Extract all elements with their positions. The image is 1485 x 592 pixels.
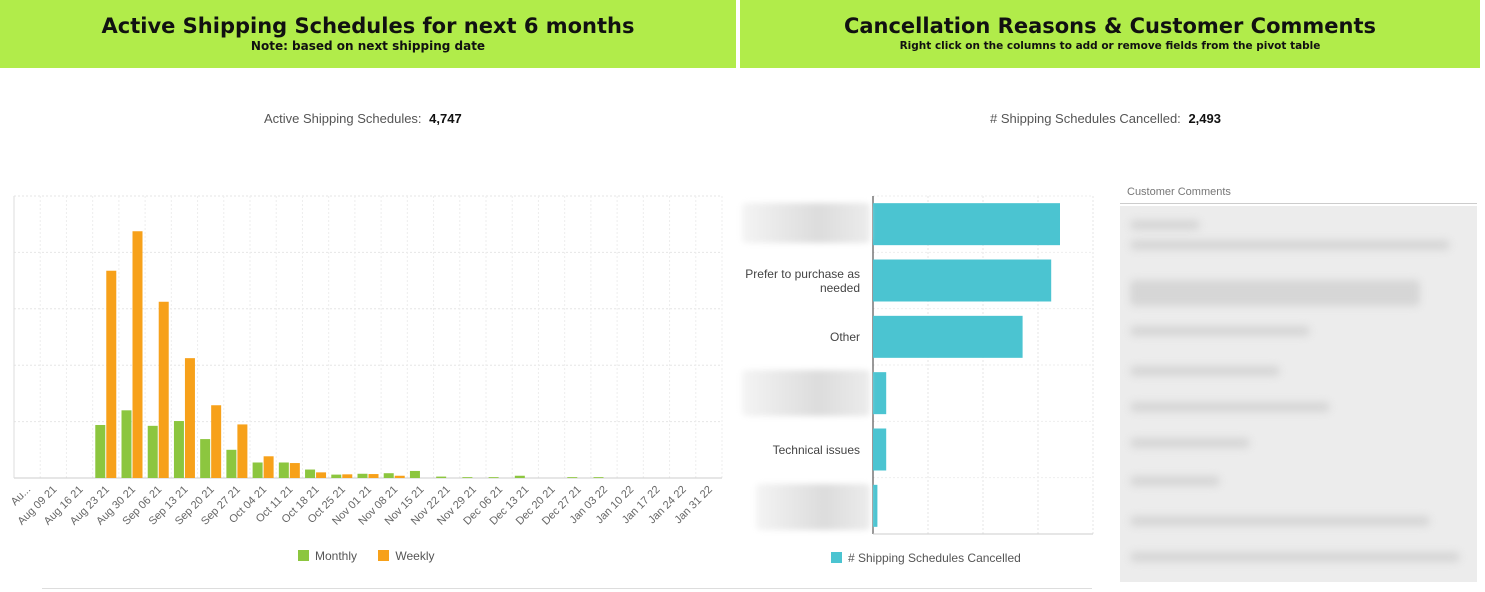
bar-monthly-13	[357, 473, 368, 478]
cancelled-schedules-label: # Shipping Schedules Cancelled:	[990, 111, 1181, 126]
legend-weekly[interactable]: Weekly	[378, 549, 435, 563]
legend-monthly-label: Monthly	[315, 549, 358, 563]
cancellation-reasons-chart[interactable]	[738, 190, 1118, 550]
bar-monthly-7	[200, 439, 211, 478]
redacted-comment	[1130, 280, 1420, 306]
bar-cancelled-5	[873, 484, 878, 527]
bar-cancelled-4	[873, 428, 887, 471]
bar-cancelled-3	[873, 372, 887, 415]
right-panel-title: Cancellation Reasons & Customer Comments	[843, 14, 1377, 38]
redacted-reason-label	[742, 203, 870, 243]
bar-weekly-5	[158, 301, 169, 478]
redacted-comment	[1130, 438, 1250, 448]
bar-monthly-9	[252, 462, 263, 478]
reason-label-other: Other	[829, 330, 860, 344]
legend-monthly[interactable]: Monthly	[298, 549, 357, 563]
bar-monthly-4	[121, 410, 132, 478]
bar-monthly-14	[383, 473, 394, 478]
redacted-comment	[1130, 326, 1310, 336]
active-schedules-kpi: Active Shipping Schedules: 4,747	[264, 111, 462, 126]
legend-weekly-label: Weekly	[395, 549, 435, 563]
bar-cancelled-1	[873, 259, 1052, 302]
bar-monthly-22	[593, 477, 604, 478]
right-panel-header: Cancellation Reasons & Customer Comments…	[740, 0, 1480, 68]
cancelled-schedules-kpi: # Shipping Schedules Cancelled: 2,493	[990, 111, 1221, 126]
redacted-comment	[1130, 476, 1220, 486]
reason-label-prefer-to-purchase: Prefer to purchase as needed	[745, 267, 860, 295]
redacted-reason-label	[756, 484, 870, 530]
active-schedules-value: 4,747	[429, 111, 462, 126]
bar-weekly-12	[342, 474, 353, 478]
customer-comments-list[interactable]	[1120, 206, 1477, 582]
customer-comments-title: Customer Comments	[1127, 186, 1231, 198]
bar-weekly-7	[211, 405, 222, 478]
bar-monthly-8	[226, 449, 237, 478]
bar-monthly-12	[331, 474, 342, 478]
footer-rule	[42, 588, 1092, 589]
redacted-comment	[1130, 516, 1430, 526]
bar-monthly-5	[147, 425, 158, 478]
bar-cancelled-2	[873, 315, 1023, 358]
legend-cancelled-swatch	[831, 552, 842, 563]
bar-monthly-19	[514, 475, 525, 478]
left-panel-title: Active Shipping Schedules for next 6 mon…	[101, 14, 635, 38]
legend-cancelled[interactable]: # Shipping Schedules Cancelled	[831, 551, 1021, 565]
bar-weekly-13	[368, 474, 379, 478]
bar-cancelled-0	[873, 203, 1060, 246]
bar-monthly-16	[436, 476, 447, 478]
header-divider	[736, 0, 740, 68]
bar-weekly-14	[394, 475, 405, 478]
left-panel-header: Active Shipping Schedules for next 6 mon…	[0, 0, 736, 68]
shipping-chart-legend: Monthly Weekly	[298, 549, 453, 563]
cancelled-schedules-value: 2,493	[1188, 111, 1221, 126]
bar-weekly-3	[106, 270, 117, 478]
bar-weekly-8	[237, 424, 248, 478]
redacted-comment	[1130, 402, 1330, 412]
bar-weekly-9	[263, 456, 274, 478]
bar-monthly-10	[278, 462, 289, 478]
bar-monthly-21	[567, 477, 578, 478]
bar-monthly-17	[462, 477, 473, 478]
bar-monthly-15	[409, 470, 420, 478]
bar-weekly-4	[132, 231, 143, 478]
legend-weekly-swatch	[378, 550, 390, 561]
active-schedules-label: Active Shipping Schedules:	[264, 111, 422, 126]
bar-weekly-6	[184, 358, 195, 478]
bar-monthly-3	[95, 424, 106, 478]
reason-label-technical-issues: Technical issues	[772, 443, 860, 457]
left-panel-subtitle: Note: based on next shipping date	[250, 39, 486, 53]
legend-cancelled-label: # Shipping Schedules Cancelled	[848, 551, 1021, 565]
redacted-comment	[1130, 220, 1200, 230]
redacted-comment	[1130, 366, 1280, 376]
redacted-comment	[1130, 240, 1450, 250]
bar-monthly-6	[173, 421, 184, 478]
redacted-reason-label	[742, 370, 870, 416]
bar-monthly-18	[488, 477, 499, 478]
customer-comments-divider	[1120, 203, 1477, 204]
legend-monthly-swatch	[298, 550, 309, 561]
bar-weekly-11	[316, 472, 327, 478]
right-panel-subtitle: Right click on the columns to add or rem…	[899, 40, 1321, 52]
cancellation-chart-legend: # Shipping Schedules Cancelled	[831, 551, 1039, 565]
bar-monthly-11	[305, 469, 316, 478]
bar-weekly-10	[289, 463, 300, 478]
redacted-comment	[1130, 552, 1460, 562]
